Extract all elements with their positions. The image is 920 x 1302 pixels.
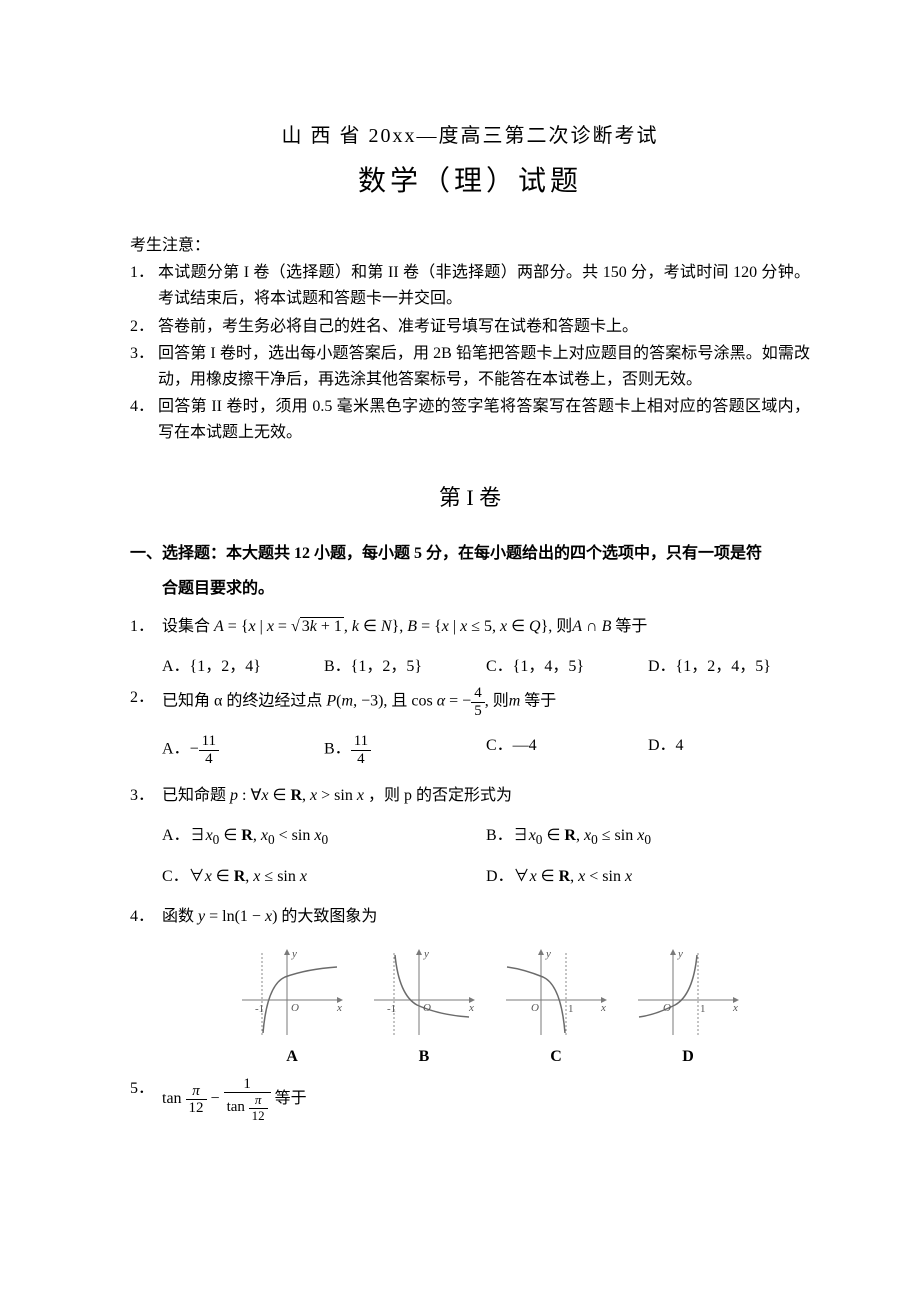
question-body: 已知角 α 的终边经过点 P(m, −3), 且 cos α = −45, 则m… [162, 685, 810, 719]
option-c: C．—4 [486, 733, 648, 767]
svg-text:O: O [663, 1002, 671, 1014]
graph-a-svg: -1 O x y [237, 945, 347, 1040]
q1-options: A．{1，2，4} B．{1，2，5} C．{1，4，5} D．{1，2，4，5… [162, 654, 810, 680]
graph-label-b: B [369, 1044, 479, 1070]
instruction-text: 答卷前，考生务必将自己的姓名、准考证号填写在试卷和答题卡上。 [158, 314, 810, 340]
instruction-item: 4． 回答第 II 卷时，须用 0.5 毫米黑色字迹的签字笔将答案写在答题卡上相… [130, 394, 810, 445]
question-body: 已知命题 p : ∀x ∈ R, x > sin x ，则 p 的否定形式为 [162, 783, 810, 809]
instruction-item: 1． 本试题分第 I 卷（选择题）和第 II 卷（非选择题）两部分。共 150 … [130, 260, 810, 311]
instruction-num: 2． [130, 314, 158, 340]
q2-options: A．−114 B．114 C．—4 D．4 [162, 733, 810, 767]
svg-text:y: y [423, 948, 429, 960]
instruction-item: 2． 答卷前，考生务必将自己的姓名、准考证号填写在试卷和答题卡上。 [130, 314, 810, 340]
section-desc-line2: 合题目要求的。 [162, 576, 810, 602]
q3-options: A．∃x0 ∈ R, x0 < sin x0 B．∃x0 ∈ R, x0 ≤ s… [162, 823, 810, 890]
option-a: A．{1，2，4} [162, 654, 324, 680]
svg-text:-1: -1 [255, 1003, 264, 1015]
graph-c: 1 O x y C [501, 945, 611, 1070]
exam-header-line2: 数学（理）试题 [130, 160, 810, 205]
graph-b-svg: -1 O x y [369, 945, 479, 1040]
option-d: D．4 [648, 733, 810, 767]
instruction-num: 4． [130, 394, 158, 445]
graph-c-svg: 1 O x y [501, 945, 611, 1040]
option-b: B．∃x0 ∈ R, x0 ≤ sin x0 [486, 823, 810, 851]
question-body: 设集合 A = {x | x = √3k + 1, k ∈ N}, B = {x… [162, 614, 810, 640]
exam-header-line1: 山 西 省 20xx—度高三第二次诊断考试 [130, 120, 810, 152]
instruction-text: 回答第 II 卷时，须用 0.5 毫米黑色字迹的签字笔将答案写在答题卡上相对应的… [158, 394, 810, 445]
question-number: 5． [130, 1076, 162, 1123]
svg-text:y: y [677, 948, 683, 960]
graph-d: 1 O x y D [633, 945, 743, 1070]
question-number: 4． [130, 904, 162, 930]
svg-text:x: x [732, 1002, 738, 1014]
svg-text:-1: -1 [387, 1003, 396, 1015]
svg-text:y: y [545, 948, 551, 960]
instruction-text: 回答第 I 卷时，选出每小题答案后，用 2B 铅笔把答题卡上对应题目的答案标号涂… [158, 341, 810, 392]
svg-text:1: 1 [568, 1003, 574, 1015]
question-2: 2． 已知角 α 的终边经过点 P(m, −3), 且 cos α = −45,… [130, 685, 810, 719]
option-d: D．∀x ∈ R, x < sin x [486, 864, 810, 890]
question-5: 5． tan π12 − 1tan π12 等于 [130, 1076, 810, 1123]
section-title: 第 I 卷 [130, 480, 810, 515]
option-a: A．−114 [162, 733, 324, 767]
question-body: tan π12 − 1tan π12 等于 [162, 1076, 810, 1123]
svg-text:1: 1 [700, 1003, 706, 1015]
option-c: C．∀x ∈ R, x ≤ sin x [162, 864, 486, 890]
question-3: 3． 已知命题 p : ∀x ∈ R, x > sin x ，则 p 的否定形式… [130, 783, 810, 809]
question-body: 函数 y = ln(1 − x) 的大致图象为 [162, 904, 810, 930]
graph-label-d: D [633, 1044, 743, 1070]
svg-text:O: O [531, 1002, 539, 1014]
option-d: D．{1，2，4，5} [648, 654, 810, 680]
option-b: B．{1，2，5} [324, 654, 486, 680]
q1-stem-pre: 设集合 [162, 618, 214, 635]
graph-b: -1 O x y B [369, 945, 479, 1070]
svg-text:x: x [600, 1002, 606, 1014]
graph-label-c: C [501, 1044, 611, 1070]
instruction-item: 3． 回答第 I 卷时，选出每小题答案后，用 2B 铅笔把答题卡上对应题目的答案… [130, 341, 810, 392]
svg-text:x: x [468, 1002, 474, 1014]
svg-text:O: O [291, 1002, 299, 1014]
instruction-text: 本试题分第 I 卷（选择题）和第 II 卷（非选择题）两部分。共 150 分，考… [158, 260, 810, 311]
svg-text:x: x [336, 1002, 342, 1014]
option-b: B．114 [324, 733, 486, 767]
question-1: 1． 设集合 A = {x | x = √3k + 1, k ∈ N}, B =… [130, 614, 810, 640]
graph-a: -1 O x y A [237, 945, 347, 1070]
svg-text:y: y [291, 948, 297, 960]
instructions-header: 考生注意： [130, 233, 810, 259]
svg-text:O: O [423, 1002, 431, 1014]
question-number: 3． [130, 783, 162, 809]
question-number: 2． [130, 685, 162, 719]
section-desc-line1: 一、选择题：本大题共 12 小题，每小题 5 分，在每小题给出的四个选项中，只有… [130, 541, 810, 567]
option-c: C．{1，4，5} [486, 654, 648, 680]
graph-d-svg: 1 O x y [633, 945, 743, 1040]
q1-math: A [214, 618, 224, 635]
option-a: A．∃x0 ∈ R, x0 < sin x0 [162, 823, 486, 851]
instruction-num: 3． [130, 341, 158, 392]
question-4: 4． 函数 y = ln(1 − x) 的大致图象为 [130, 904, 810, 930]
q4-graphs: -1 O x y A -1 O x y B 1 O [170, 945, 810, 1070]
graph-label-a: A [237, 1044, 347, 1070]
instruction-num: 1． [130, 260, 158, 311]
question-number: 1． [130, 614, 162, 640]
